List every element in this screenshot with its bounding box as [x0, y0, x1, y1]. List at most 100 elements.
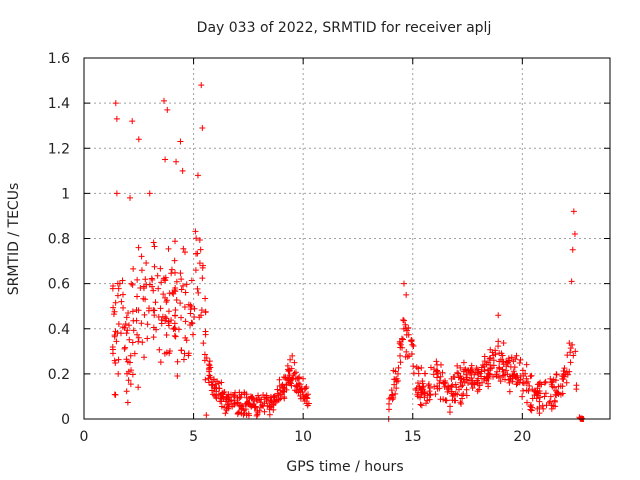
plot-frame: [83, 57, 611, 420]
data-point: [567, 345, 574, 352]
data-point: [563, 379, 570, 386]
data-point: [485, 380, 492, 387]
data-point: [172, 333, 179, 340]
data-point: [173, 278, 180, 285]
data-point: [473, 365, 480, 372]
data-point: [557, 391, 564, 398]
data-point: [178, 276, 185, 283]
data-point: [393, 385, 400, 392]
data-point: [115, 370, 122, 377]
data-point: [172, 312, 179, 319]
data-point: [498, 350, 505, 357]
data-point: [146, 190, 153, 197]
data-point: [413, 364, 420, 371]
y-tick-label: 0.4: [48, 322, 70, 338]
data-point: [194, 172, 201, 179]
data-point: [520, 387, 527, 394]
data-point: [422, 370, 429, 377]
data-point: [414, 391, 421, 398]
data-point: [134, 331, 141, 338]
data-point: [559, 383, 566, 390]
data-point: [153, 326, 160, 333]
data-point: [129, 118, 136, 125]
data-point: [389, 391, 396, 398]
data-point: [430, 371, 437, 378]
data-point: [542, 390, 549, 397]
data-point: [548, 381, 555, 388]
x-tick-label: 10: [294, 429, 312, 445]
data-point: [202, 331, 209, 338]
data-point: [231, 393, 238, 400]
data-point: [150, 287, 157, 294]
data-point: [547, 393, 554, 400]
data-point: [468, 374, 475, 381]
chart-title: Day 033 of 2022, SRMTID for receiver apl…: [197, 20, 492, 36]
data-point: [570, 208, 577, 215]
y-tick-label: 1.6: [48, 51, 70, 67]
data-point: [410, 363, 417, 370]
data-point: [127, 194, 134, 201]
data-point: [198, 312, 205, 319]
data-point: [572, 348, 579, 355]
data-point: [215, 380, 222, 387]
data-point: [573, 382, 580, 389]
data-point: [134, 276, 141, 283]
data-point: [198, 82, 205, 89]
data-point: [433, 358, 440, 365]
data-point: [301, 395, 308, 402]
data-point: [484, 367, 491, 374]
data-point: [463, 386, 470, 393]
data-point: [287, 356, 294, 363]
data-point: [457, 379, 464, 386]
data-point: [180, 245, 187, 252]
data-point: [434, 374, 441, 381]
data-point: [139, 339, 146, 346]
data-point: [465, 380, 472, 387]
data-point: [192, 228, 199, 235]
data-point: [517, 356, 524, 363]
data-point: [195, 289, 202, 296]
data-point: [512, 356, 519, 363]
data-point: [542, 378, 549, 385]
data-point: [414, 380, 421, 387]
data-point: [433, 367, 440, 374]
x-tick-label: 20: [513, 429, 531, 445]
data-point: [237, 402, 244, 409]
data-point: [152, 299, 159, 306]
data-point: [571, 230, 578, 237]
data-point: [460, 359, 467, 366]
data-point: [291, 359, 298, 366]
data-point: [291, 370, 298, 377]
data-point: [506, 379, 513, 386]
data-point: [202, 376, 209, 383]
data-point: [282, 374, 289, 381]
data-point: [112, 328, 119, 335]
data-point: [158, 317, 165, 324]
data-point: [292, 375, 299, 382]
data-point: [142, 276, 149, 283]
data-point: [187, 302, 194, 309]
data-point: [124, 399, 131, 406]
data-point: [180, 356, 187, 363]
data-point: [261, 394, 268, 401]
data-point: [481, 353, 488, 360]
data-point: [110, 304, 117, 311]
data-point: [129, 339, 136, 346]
data-point: [246, 402, 253, 409]
data-point: [172, 238, 179, 245]
data-point: [254, 408, 261, 415]
data-point: [194, 285, 201, 292]
data-point: [536, 394, 543, 401]
data-point: [141, 311, 148, 318]
data-point: [432, 391, 439, 398]
data-point: [218, 403, 225, 410]
data-point: [388, 387, 395, 394]
grid-lines: [84, 58, 610, 419]
data-point: [400, 317, 407, 324]
data-point: [296, 386, 303, 393]
data-point: [425, 381, 432, 388]
data-point: [162, 156, 169, 163]
data-point: [460, 391, 467, 398]
data-point: [120, 304, 127, 311]
data-point: [187, 322, 194, 329]
